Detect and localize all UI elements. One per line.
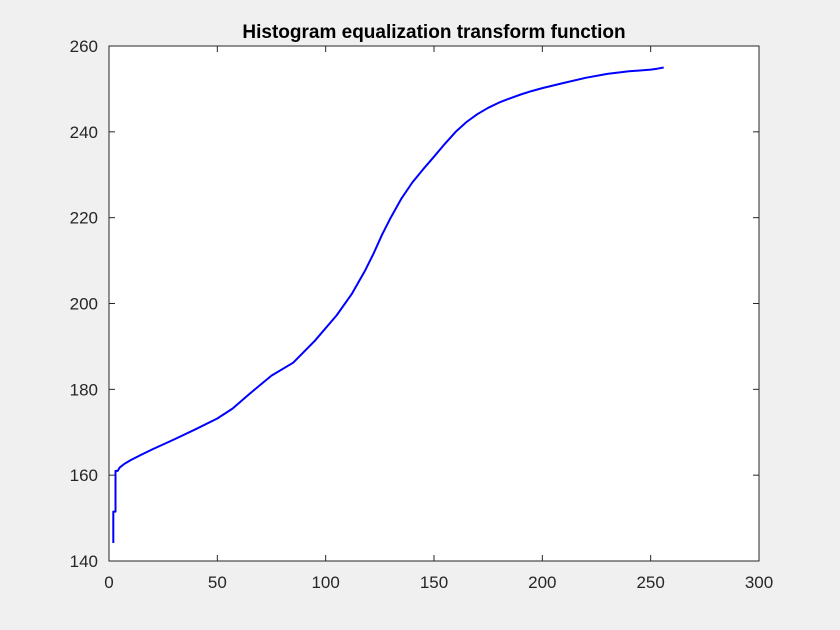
x-tick-label: 300	[745, 573, 773, 592]
plot-area	[109, 46, 759, 561]
chart-title: Histogram equalization transform functio…	[242, 22, 625, 43]
axis-tick-labels: 0 50 100 150 200 250 300 140 160 180 200 220 240 260	[70, 37, 774, 592]
y-tick-label: 240	[70, 123, 98, 142]
y-tick-label: 260	[70, 37, 98, 56]
x-tick-label: 0	[104, 573, 113, 592]
x-tick-label: 100	[311, 573, 339, 592]
y-tick-label: 140	[70, 552, 98, 571]
plot-frame	[108, 45, 760, 562]
y-tick-label: 180	[70, 380, 98, 399]
y-tick-label: 200	[70, 295, 98, 314]
x-tick-label: 150	[420, 573, 448, 592]
x-tick-label: 200	[528, 573, 556, 592]
series-line	[112, 66, 664, 543]
x-tick-label: 50	[208, 573, 227, 592]
y-tick-label: 220	[70, 209, 98, 228]
y-tick-label: 160	[70, 466, 98, 485]
x-tick-label: 250	[636, 573, 664, 592]
